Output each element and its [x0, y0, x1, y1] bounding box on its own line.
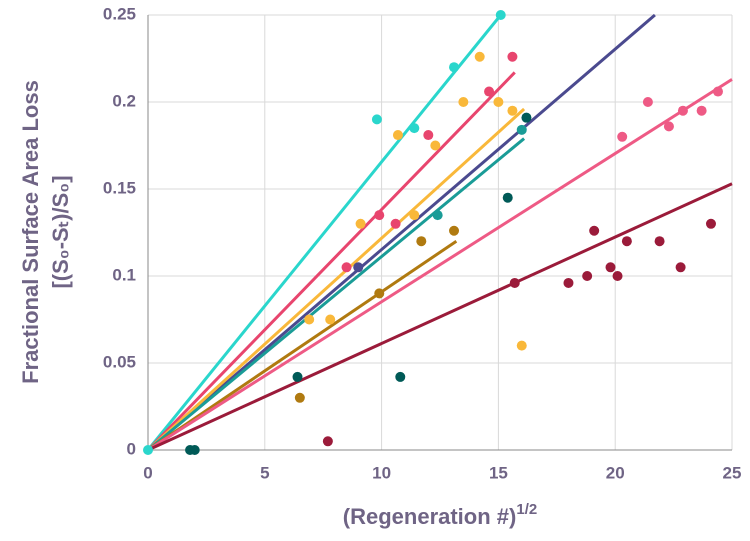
point	[449, 62, 460, 73]
point	[495, 10, 506, 20]
x-tick-label: 0	[143, 463, 152, 482]
point	[143, 445, 153, 455]
point	[509, 277, 520, 288]
point	[325, 314, 336, 325]
x-tick-label: 25	[723, 463, 742, 482]
x-label-sup: 1/2	[516, 501, 537, 518]
point	[612, 271, 623, 281]
y-tick-label: 0.05	[103, 352, 136, 371]
fit-line	[146, 71, 516, 452]
point	[322, 436, 333, 447]
x-tick-label: 20	[606, 463, 625, 482]
point	[605, 262, 616, 273]
point	[395, 371, 406, 382]
point	[663, 121, 674, 132]
point	[353, 262, 364, 273]
point	[474, 51, 485, 62]
point	[617, 131, 628, 142]
point	[502, 192, 513, 203]
point	[675, 262, 686, 273]
y-tick-label: 0.15	[103, 178, 136, 197]
point	[430, 140, 441, 151]
point	[449, 225, 460, 236]
point	[516, 340, 527, 351]
fit-line	[147, 78, 733, 452]
x-axis-label: (Regeneration #)1/2	[343, 501, 537, 529]
point	[507, 51, 518, 62]
point	[432, 210, 443, 221]
point	[654, 236, 665, 247]
point	[621, 236, 632, 247]
point	[189, 445, 200, 455]
fit-line	[147, 137, 526, 452]
x-tick-label: 15	[489, 463, 508, 482]
point	[493, 97, 504, 107]
x-label-main: (Regeneration #)	[343, 504, 517, 529]
point	[390, 218, 401, 229]
point	[292, 371, 303, 382]
point	[642, 97, 653, 107]
point	[416, 236, 427, 247]
point	[507, 105, 518, 116]
point	[423, 130, 434, 141]
y-tick-label: 0.1	[112, 265, 136, 284]
point	[341, 262, 352, 273]
point	[392, 130, 403, 141]
x-tick-label: 10	[372, 463, 391, 482]
point	[304, 314, 315, 325]
y-tick-label: 0	[127, 439, 136, 458]
x-tick-label: 5	[260, 463, 269, 482]
fit-line	[146, 14, 502, 451]
point	[582, 271, 593, 281]
point	[516, 124, 527, 135]
point	[371, 114, 382, 125]
point	[712, 86, 723, 97]
point	[409, 210, 420, 221]
point	[458, 97, 469, 107]
point	[294, 392, 305, 403]
point	[696, 105, 707, 116]
point	[374, 210, 385, 221]
point	[705, 218, 716, 229]
y-axis-label: Fractional Surface Area Loss	[18, 80, 43, 384]
point	[409, 123, 420, 134]
fit-line	[147, 239, 458, 452]
y-tick-label: 0.2	[112, 91, 136, 110]
fit-line	[146, 107, 526, 452]
point	[677, 105, 688, 116]
point	[484, 86, 495, 97]
y-axis-label: [(S₀-Sₜ)/S₀]	[48, 175, 73, 288]
point	[355, 218, 366, 229]
fit-line	[147, 182, 733, 452]
y-tick-label: 0.25	[103, 4, 136, 23]
point	[374, 288, 385, 299]
point	[521, 112, 532, 123]
point	[589, 225, 600, 236]
point	[563, 277, 574, 288]
fit-line	[147, 13, 656, 452]
